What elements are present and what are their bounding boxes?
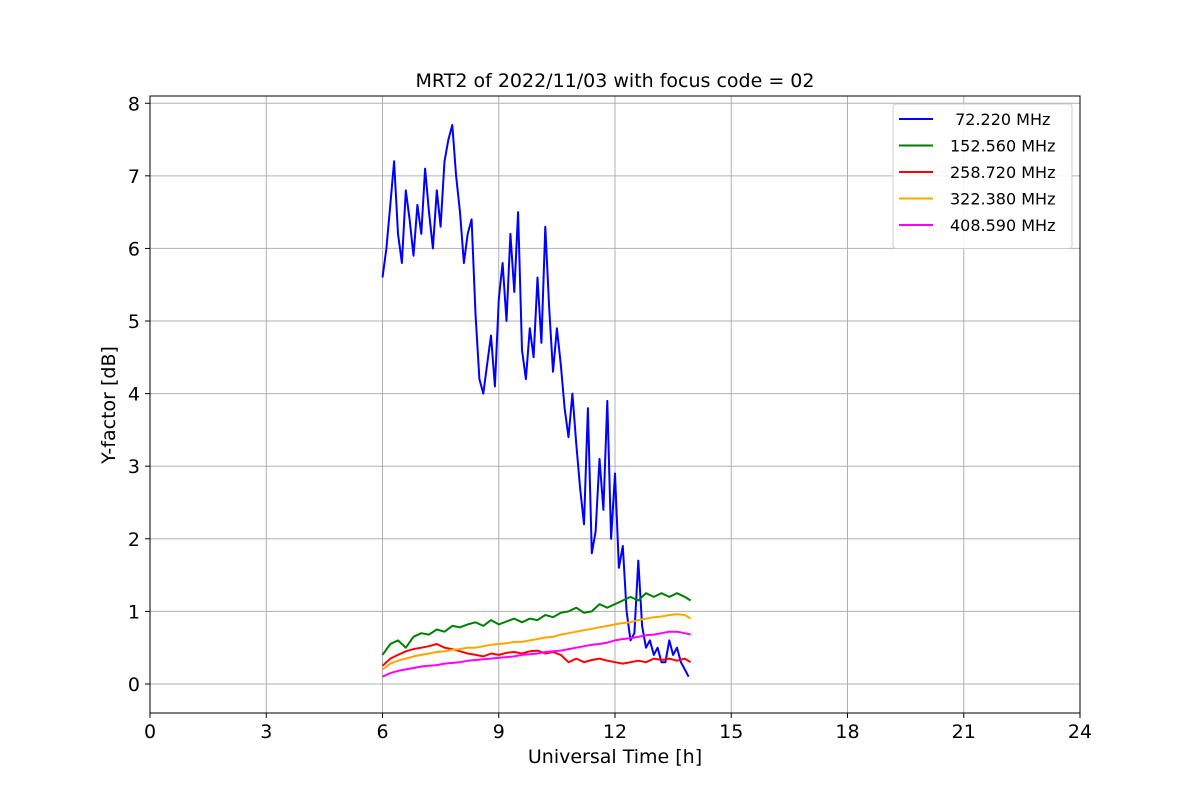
y-tick-label: 3 bbox=[128, 456, 140, 478]
y-tick-label: 8 bbox=[128, 93, 140, 115]
legend-label: 322.380 MHz bbox=[950, 190, 1055, 209]
x-tick-label: 18 bbox=[835, 721, 859, 743]
x-tick-label: 0 bbox=[144, 721, 156, 743]
series-line bbox=[381, 643, 692, 667]
x-tick-label: 3 bbox=[260, 721, 272, 743]
legend-label: 258.720 MHz bbox=[950, 163, 1055, 182]
x-axis-title: Universal Time [h] bbox=[528, 746, 702, 768]
x-tick-label: 15 bbox=[719, 721, 743, 743]
y-tick-label: 0 bbox=[128, 674, 140, 696]
chart-title: MRT2 of 2022/11/03 with focus code = 02 bbox=[416, 70, 815, 92]
series-line bbox=[381, 124, 690, 678]
series-line bbox=[382, 630, 691, 678]
y-tick-label: 6 bbox=[128, 238, 140, 260]
series-layer bbox=[381, 124, 692, 678]
y-tick-label: 5 bbox=[128, 311, 140, 333]
legend-box bbox=[892, 103, 1073, 249]
y-axis-title: Y-factor [dB] bbox=[98, 346, 120, 465]
y-tick-label: 2 bbox=[128, 529, 140, 551]
y-tick-label: 7 bbox=[128, 166, 140, 188]
y-tick-label: 1 bbox=[128, 601, 140, 623]
x-tick-label: 24 bbox=[1068, 721, 1092, 743]
x-tick-label: 9 bbox=[493, 721, 505, 743]
legend-label: 72.220 MHz bbox=[950, 110, 1050, 129]
series-line bbox=[381, 592, 692, 656]
x-tick-label: 12 bbox=[603, 721, 627, 743]
x-tick-label: 6 bbox=[376, 721, 388, 743]
y-tick-label: 4 bbox=[128, 384, 140, 406]
legend-label: 152.560 MHz bbox=[950, 137, 1055, 156]
series-line bbox=[381, 613, 692, 671]
legend: 72.220 MHz 152.560 MHz 258.720 MHz 322.380 … bbox=[892, 103, 1073, 249]
x-tick-label: 21 bbox=[952, 721, 976, 743]
legend-label: 408.590 MHz bbox=[950, 216, 1055, 235]
